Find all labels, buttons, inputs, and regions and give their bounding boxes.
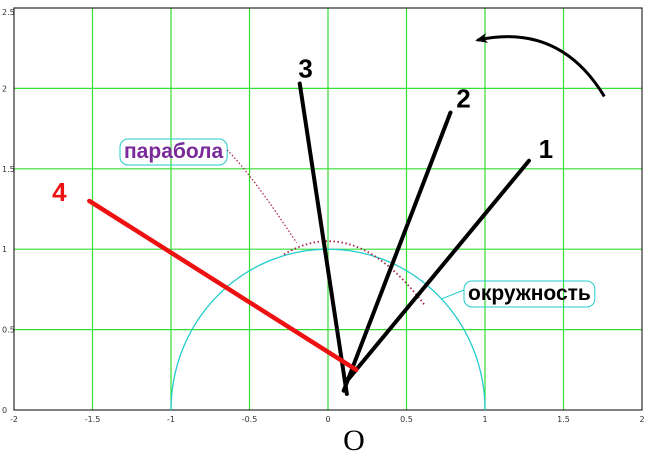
axis-ticks: -2 -1.5 -1 -0.5 0 0.5 1 1.5 2 0 0.5 1 1.5 2 2.5 (2, 8, 645, 424)
origin-label: O (343, 424, 365, 457)
segment-label-1: 1 (539, 134, 553, 164)
x-tick-label: -1 (167, 415, 175, 424)
parabola-callout-box (119, 138, 228, 166)
y-tick-label: 0.5 (2, 326, 15, 335)
segment-label-3: 3 (298, 54, 312, 84)
x-tick-label: -0.5 (242, 415, 258, 424)
x-tick-label: 1.5 (557, 415, 570, 424)
y-tick-label: 2 (2, 84, 7, 93)
circle-curve (170, 248, 486, 411)
segment-1 (344, 158, 531, 384)
x-tick-label: 0.5 (400, 415, 413, 424)
segments: 1 2 3 4 (52, 54, 553, 396)
parabola-callout-text: парабола (124, 140, 223, 163)
circle-callout-text: окружность (468, 282, 591, 305)
rotation-arrow (475, 33, 606, 98)
segment-4 (87, 198, 359, 373)
annotations: парабола окружность O (119, 33, 606, 457)
x-tick-label: 2 (639, 415, 644, 424)
plot-frame (13, 7, 643, 411)
circle-callout-box (463, 280, 596, 308)
segment-label-2: 2 (456, 83, 470, 113)
circle-leader (440, 289, 465, 300)
segment-2 (341, 110, 453, 393)
y-tick-label: 1.5 (2, 165, 15, 174)
parabola-leader (226, 149, 298, 244)
x-tick-label: 0 (325, 415, 330, 424)
curves (170, 240, 486, 411)
segment-3 (297, 81, 349, 396)
segment-label-4: 4 (52, 177, 67, 207)
x-tick-label: 1 (482, 415, 487, 424)
x-tick-label: -1.5 (85, 415, 101, 424)
circle-callout: окружность (463, 280, 596, 308)
y-tick-label: 2.5 (2, 8, 15, 17)
parabola-callout: парабола (119, 138, 228, 166)
y-tick-label: 0 (2, 406, 7, 415)
x-tick-label: -2 (10, 415, 18, 424)
y-tick-label: 1 (2, 245, 7, 254)
